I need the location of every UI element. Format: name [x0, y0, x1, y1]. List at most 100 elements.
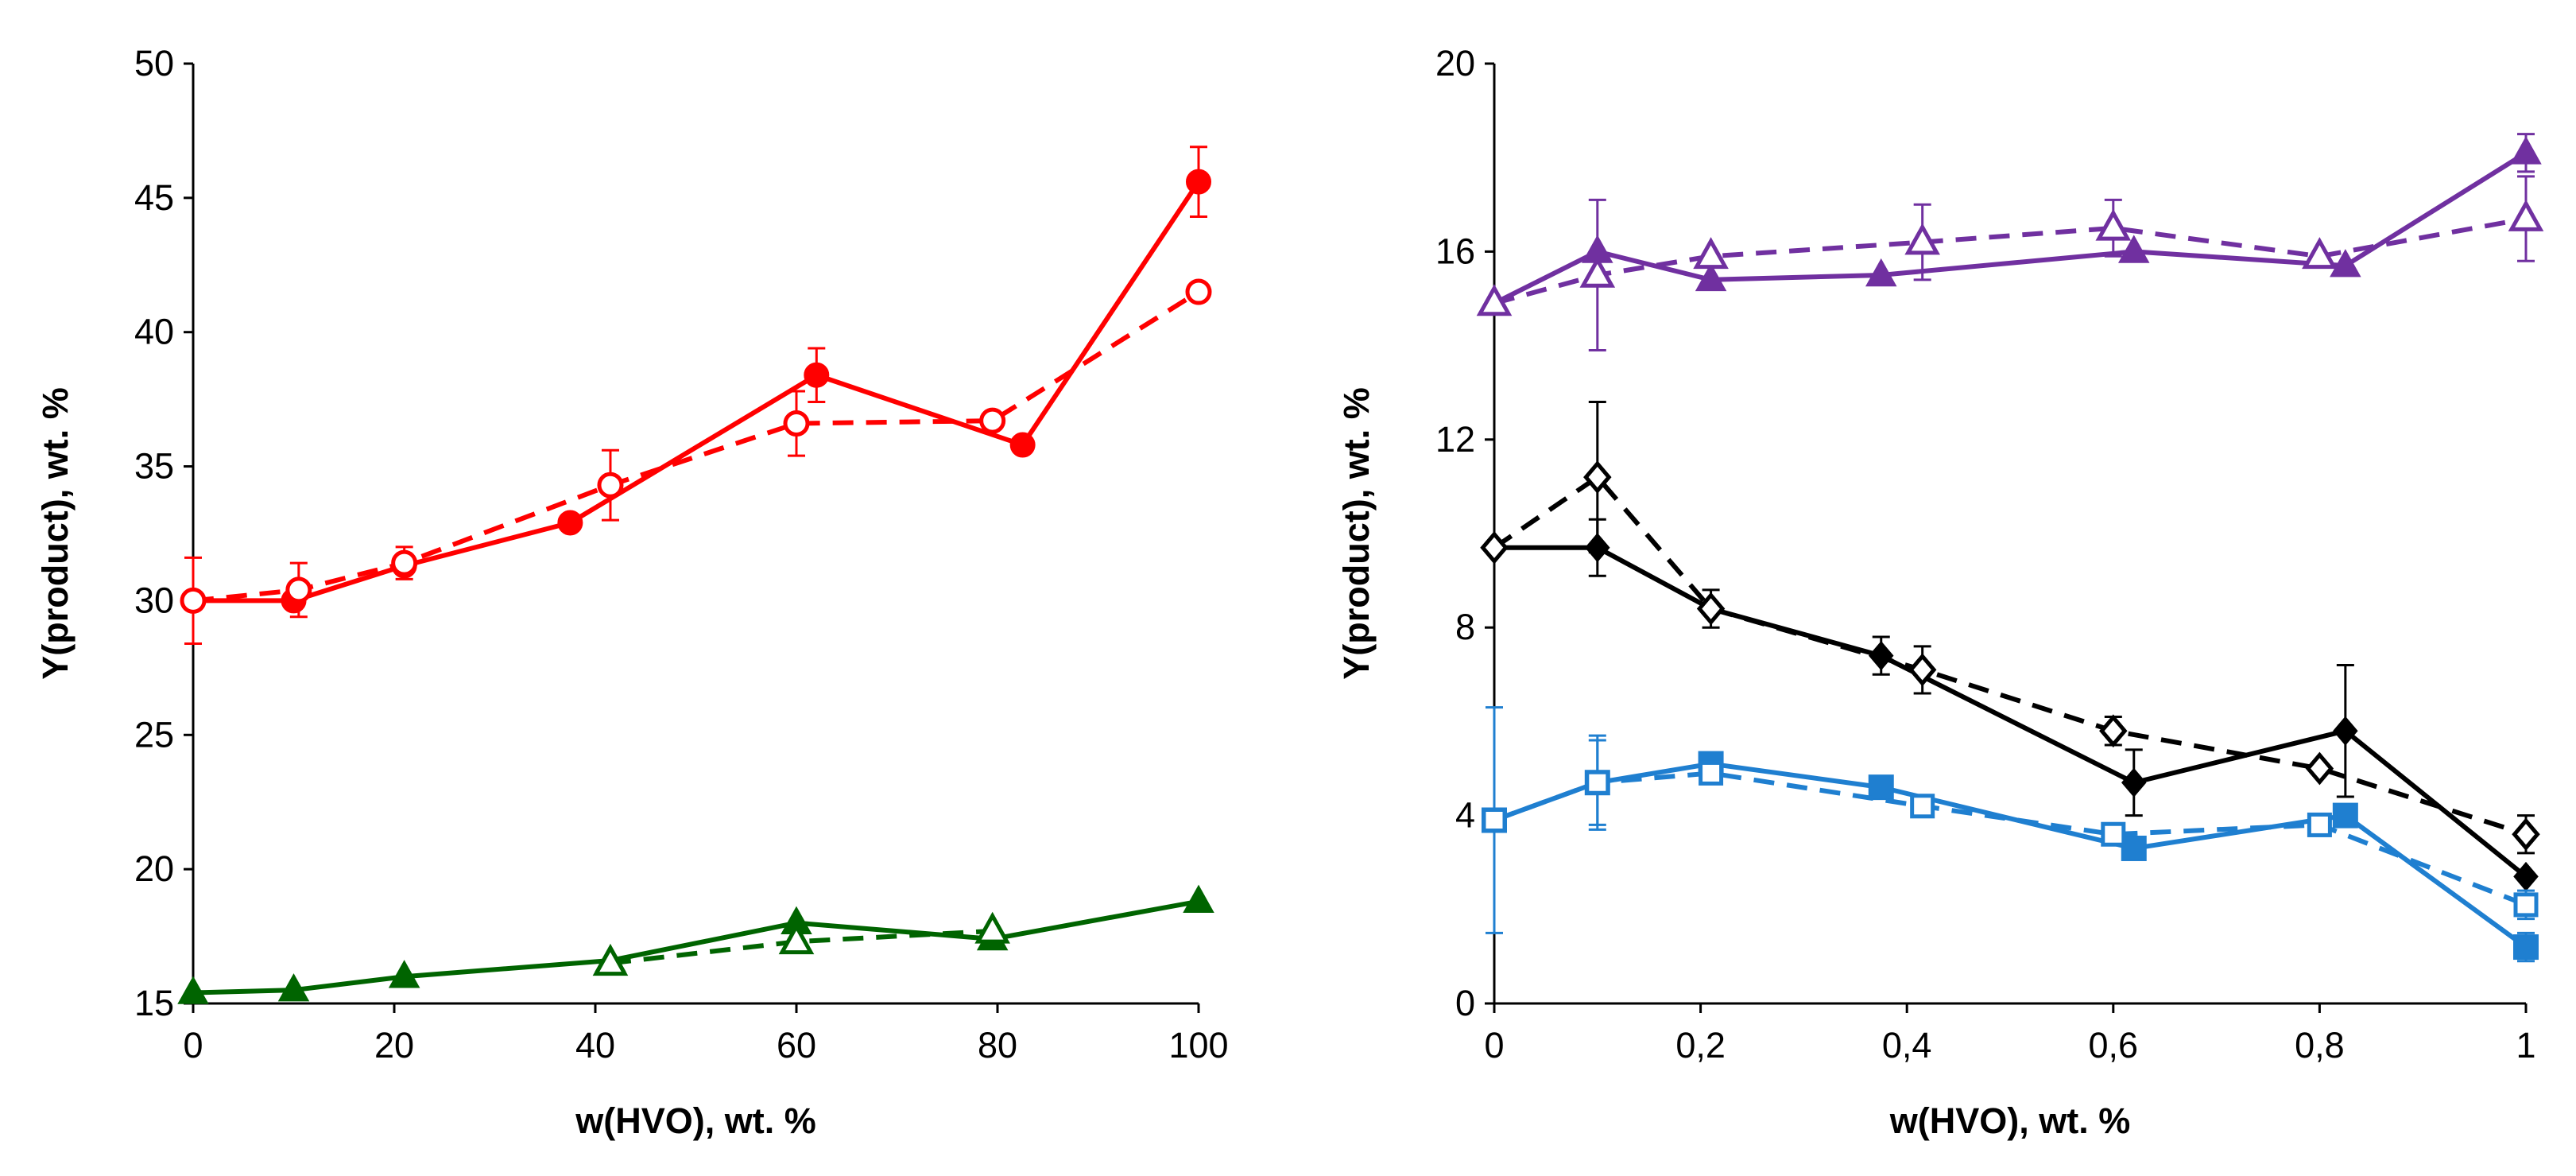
data-point: [2121, 835, 2147, 861]
series-red-open-dashed: [180, 278, 1212, 645]
y-axis-label: Y(product), wt. %: [1336, 387, 1377, 679]
data-point: [180, 587, 207, 614]
y-tick-label: 16: [1435, 231, 1475, 271]
data-point: [592, 944, 629, 976]
data-point: [277, 973, 310, 1002]
x-axis-label: w(HVO), wt. %: [1889, 1100, 2131, 1141]
y-tick-label: 30: [134, 580, 174, 620]
x-tick-label: 0,8: [2295, 1025, 2345, 1065]
x-tick-label: 80: [978, 1025, 1017, 1065]
x-tick-label: 0: [1484, 1025, 1504, 1065]
data-point: [1868, 774, 1894, 801]
data-point: [1904, 223, 1940, 255]
x-axis-label: w(HVO), wt. %: [575, 1100, 816, 1141]
data-point: [974, 911, 1010, 944]
data-point: [2332, 802, 2358, 829]
data-point: [1186, 169, 1211, 195]
data-point: [2095, 208, 2132, 241]
y-tick-label: 0: [1455, 983, 1475, 1023]
y-tick-label: 45: [134, 177, 174, 218]
data-point: [2513, 934, 2539, 961]
data-point: [2508, 199, 2544, 231]
x-tick-label: 100: [1168, 1025, 1228, 1065]
data-point: [1908, 653, 1937, 687]
y-tick-label: 4: [1455, 795, 1475, 836]
data-point: [2513, 892, 2539, 918]
data-point: [2512, 817, 2540, 852]
x-tick-label: 0: [183, 1025, 203, 1065]
data-point: [2307, 812, 2332, 837]
y-tick-label: 20: [1435, 43, 1475, 83]
x-tick-label: 0,4: [1882, 1025, 1932, 1065]
data-point: [1579, 255, 1616, 288]
data-point: [2333, 716, 2358, 746]
data-point: [2101, 821, 2126, 847]
series-blue-open-dashed: [1482, 739, 2539, 921]
series-line: [1493, 761, 2528, 949]
series-green-filled-solid: [177, 884, 1214, 1004]
data-point: [804, 362, 830, 388]
y-tick-label: 15: [134, 983, 174, 1023]
data-point: [557, 510, 583, 536]
data-point: [2510, 136, 2542, 165]
data-point: [597, 472, 624, 499]
y-tick-label: 25: [134, 714, 174, 755]
y-tick-label: 20: [134, 848, 174, 889]
y-tick-label: 35: [134, 446, 174, 487]
x-tick-label: 40: [575, 1025, 615, 1065]
data-point: [1693, 237, 1729, 270]
data-point: [1585, 770, 1610, 795]
series-line: [1494, 545, 2528, 879]
data-point: [979, 407, 1006, 434]
data-point: [2302, 237, 2338, 270]
series-purple-filled-solid: [1478, 133, 2542, 315]
data-point: [1695, 262, 1727, 292]
data-point: [285, 576, 312, 604]
data-point: [1910, 794, 1935, 819]
x-tick-label: 60: [777, 1025, 816, 1065]
y-tick-label: 12: [1435, 419, 1475, 460]
data-point: [778, 922, 815, 955]
series-line: [193, 180, 1201, 604]
series-line: [1493, 770, 2528, 907]
data-point: [1009, 432, 1036, 458]
series-blue-filled-solid: [1482, 706, 2539, 963]
data-point: [1865, 258, 1897, 287]
data-point: [1696, 592, 1726, 626]
x-tick-label: 0,6: [2089, 1025, 2139, 1065]
y-tick-label: 8: [1455, 607, 1475, 647]
data-point: [2099, 714, 2128, 748]
data-point: [1185, 278, 1212, 305]
data-point: [1699, 760, 1724, 786]
data-point: [1482, 808, 1507, 833]
data-point: [1480, 530, 1509, 565]
data-point: [1583, 460, 1612, 494]
data-point: [388, 960, 420, 988]
data-point: [1183, 884, 1214, 913]
y-tick-label: 40: [134, 312, 174, 352]
series-green-open-dashed: [592, 911, 1010, 976]
data-point: [2330, 249, 2361, 278]
data-point: [2118, 235, 2150, 263]
right-panel: 0 4 8 12 16 20 0 0,2 0,4 0,6 0,8 1 w(HVO), wt. % Y(pr…: [1336, 43, 2544, 1141]
data-point: [2121, 767, 2147, 798]
data-point: [783, 410, 810, 437]
series-line: [1493, 150, 2528, 306]
series-black-filled-solid: [1482, 518, 2539, 891]
series-black-open-dashed: [1480, 401, 2540, 855]
data-point: [177, 976, 209, 1004]
x-tick-label: 1: [2516, 1025, 2535, 1065]
data-point: [1476, 284, 1513, 316]
series-purple-open-dashed: [1476, 175, 2544, 352]
left-panel: 15 20 25 30 35 40 45 50 0 20 40 60 80 100 w(HVO), wt. …: [35, 43, 1229, 1141]
data-point: [391, 549, 418, 576]
y-tick-label: 50: [134, 43, 174, 83]
series-line: [1493, 475, 2527, 837]
data-point: [2305, 751, 2334, 786]
y-axis-label: Y(product), wt. %: [35, 387, 76, 679]
series-line: [192, 898, 1199, 996]
x-tick-label: 0,2: [1675, 1025, 1726, 1065]
x-tick-label: 20: [374, 1025, 414, 1065]
